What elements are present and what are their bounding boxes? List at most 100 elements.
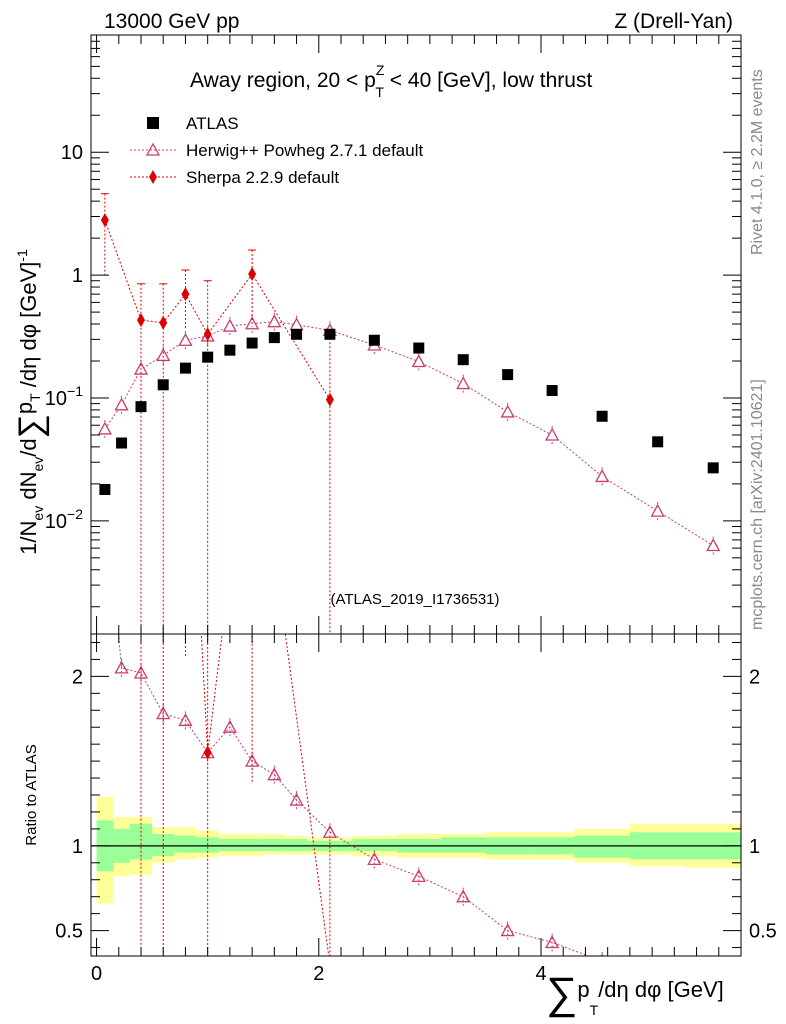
atlas-marker (224, 344, 236, 356)
herwig-marker (267, 314, 282, 328)
ratio-herwig-marker (411, 868, 426, 882)
ratio-axis-label: Ratio to ATLAS (23, 744, 40, 845)
herwig-line (104, 321, 714, 546)
header-beam-label: 13000 GeV pp (104, 10, 239, 33)
ratio-herwig-marker (652, 964, 664, 975)
sherpa-marker (137, 313, 145, 328)
main-plot-area (97, 193, 721, 634)
atlas-marker (99, 483, 111, 495)
ratio-herwig-marker (289, 792, 304, 806)
atlas-marker (502, 369, 514, 381)
ratio-sherpa-marker (326, 957, 334, 971)
ratio-band-green (218, 839, 241, 851)
ratio-herwig-marker (178, 713, 193, 727)
ratio-y-tick-label-right: 2 (749, 666, 760, 688)
main-y-tick-label: 10−2 (45, 506, 83, 533)
sherpa-marker (325, 392, 334, 407)
atlas-marker (179, 362, 191, 374)
mcplots-label: mcplots.cern.ch [arXiv:2401.10621] (749, 379, 766, 630)
ratio-herwig-marker (156, 706, 171, 720)
svg-text:1/Nev dNev/d∑pT /dη dφ [GeV]-: 1/Nev dNev/d∑pT /dη dφ [GeV]-1 (12, 249, 50, 555)
legend-atlas-marker (147, 117, 159, 129)
ratio-herwig-marker (267, 767, 282, 781)
ratio-sherpa-marker (203, 745, 212, 760)
y-axis-label: 1/Nev dNev/d∑pT /dη dφ [GeV]-1 (12, 249, 50, 555)
sherpa-marker (203, 327, 212, 342)
atlas-marker (202, 351, 214, 363)
ratio-y-tick-label-right: 1 (749, 836, 760, 858)
herwig-marker (97, 421, 112, 435)
atlas-marker (157, 379, 169, 391)
ratio-herwig-marker (114, 660, 129, 674)
atlas-marker (652, 436, 664, 448)
herwig-marker (500, 404, 515, 418)
ratio-y-tick-label-left: 1 (72, 836, 83, 858)
atlas-marker (116, 437, 128, 449)
herwig-marker (222, 318, 237, 332)
atlas-marker (596, 410, 608, 422)
x-axis-label: ∑pT/dη dφ [GeV] (546, 969, 724, 1018)
main-frame (90, 34, 742, 635)
ratio-y-tick-label-right: 0.5 (749, 921, 777, 943)
ratio-band-green (263, 839, 286, 851)
ratio-frame (90, 633, 742, 957)
ratio-band-green (129, 823, 153, 860)
sherpa-marker (100, 213, 109, 228)
ratio-band-green (574, 835, 630, 858)
sherpa-marker (181, 287, 190, 302)
x-tick-label: 4 (535, 963, 546, 985)
legend-sherpa-marker (149, 170, 157, 184)
main-panel: 10 1 10−1 10−2 (45, 34, 742, 635)
atlas-marker (368, 334, 380, 346)
ratio-y-tick-label-left: 0.5 (55, 921, 83, 943)
ratio-band-green (196, 837, 219, 853)
rivet-version-label: Rivet 4.1.0, ≥ 2.2M events (749, 69, 766, 255)
ratio-panel: 2 2 1 1 0.5 0.5 0 2 4 (55, 144, 777, 985)
main-y-tick-label: 1 (72, 265, 83, 287)
atlas-marker (413, 342, 425, 354)
herwig-marker (545, 427, 560, 441)
ratio-herwig-marker (456, 889, 471, 903)
herwig-marker (411, 354, 426, 368)
herwig-marker (650, 503, 665, 517)
legend-atlas-label: ATLAS (186, 114, 239, 133)
plot-title: Away region, 20 < pZ T < 40 [GeV], low th… (190, 62, 592, 100)
header-process-label: Z (Drell-Yan) (614, 10, 733, 33)
atlas-marker (707, 462, 719, 474)
herwig-marker (156, 348, 171, 362)
legend: ATLAS Herwig++ Powheg 2.7.1 default Sher… (130, 114, 423, 187)
ratio-herwig-marker (500, 923, 515, 937)
sherpa-marker (159, 315, 168, 330)
ratio-herwig-marker (600, 953, 604, 956)
ratio-herwig-marker (222, 719, 237, 733)
herwig-marker (456, 376, 471, 390)
atlas-marker (268, 332, 280, 344)
ratio-herwig-marker (133, 665, 149, 679)
ratio-band-green (241, 839, 264, 851)
atlas-marker (135, 401, 147, 413)
ratio-sherpa-marker (137, 144, 145, 158)
ratio-herwig-marker (545, 935, 560, 949)
ratio-band-green (441, 837, 486, 853)
main-y-tick-label: 10−1 (45, 383, 83, 410)
atlas-marker (457, 354, 469, 366)
ratio-herwig-marker (367, 852, 382, 866)
ratio-y-tick-label-left: 2 (72, 666, 83, 688)
herwig-marker (595, 469, 610, 483)
sherpa-marker (248, 267, 257, 282)
atlas-marker (546, 385, 558, 397)
ratio-band-green (174, 835, 197, 853)
atlas-marker (291, 328, 303, 340)
ratio-sherpa-marker (248, 381, 256, 395)
herwig-marker (114, 397, 129, 411)
x-tick-label: 2 (313, 963, 324, 985)
x-tick-label: 0 (91, 963, 102, 985)
legend-sherpa-label: Sherpa 2.2.9 default (186, 168, 339, 187)
herwig-marker (178, 332, 193, 346)
legend-herwig-marker (145, 142, 161, 156)
ratio-band-green (352, 839, 397, 851)
atlas-marker (246, 337, 258, 349)
ratio-herwig-marker (322, 824, 337, 838)
legend-herwig-label: Herwig++ Powheg 2.7.1 default (186, 141, 423, 160)
